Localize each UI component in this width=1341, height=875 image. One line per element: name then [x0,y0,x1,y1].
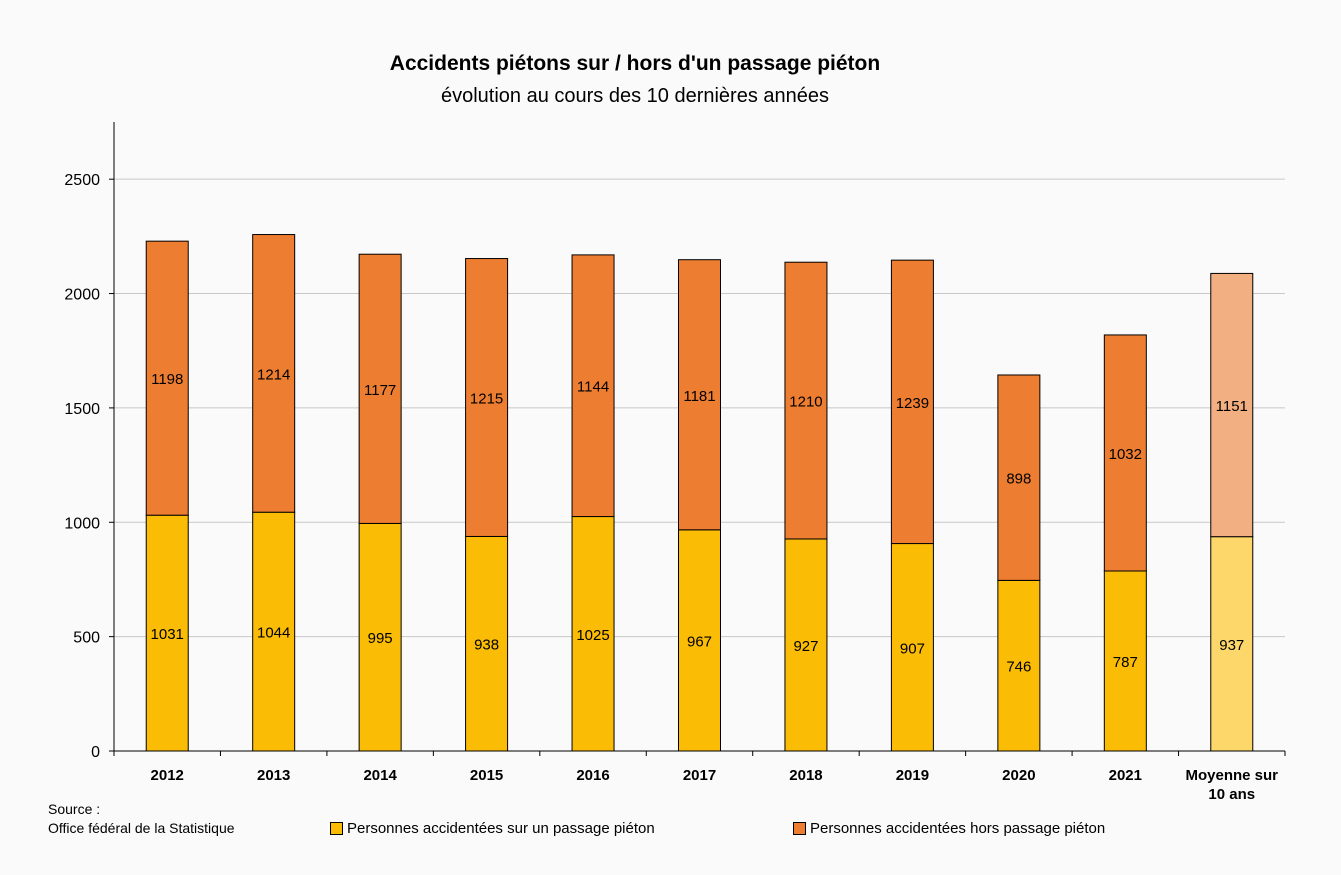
data-label-off-crossing-9: 1032 [1109,446,1142,463]
y-tick-label-1000: 1000 [64,515,100,532]
bar-on-crossing-9 [1103,570,1147,752]
x-tick-label-8: 2020 [1002,767,1035,784]
data-label-off-crossing-7: 1239 [896,395,929,412]
bar-off-crossing-0 [145,240,189,516]
data-label-off-crossing-3: 1215 [470,391,503,408]
source-note: Source : Office fédéral de la Statistiqu… [48,800,235,838]
legend-item-on-crossing: Personnes accidentées sur un passage pié… [330,820,655,837]
x-tick-label-1: 2013 [257,767,290,784]
bar-off-crossing-2 [358,253,402,524]
data-label-off-crossing-10: 1151 [1216,398,1248,415]
bar-on-crossing-4 [571,516,615,752]
data-label-off-crossing-6: 1210 [789,394,822,411]
bar-on-crossing-7 [890,543,934,752]
bar-off-crossing-4 [571,254,615,518]
bar-on-crossing-5 [678,529,721,752]
x-tick-label-5: 2017 [683,767,716,784]
bar-off-crossing-6 [784,261,828,540]
y-tick-label-0: 0 [91,744,100,761]
bar-off-crossing-1 [252,234,296,513]
source-name: Office fédéral de la Statistique [48,820,235,836]
y-tick-label-500: 500 [73,630,100,647]
x-tick-label-3: 2015 [470,767,503,784]
x-tick-label-6: 2018 [789,767,822,784]
legend-label-off-crossing: Personnes accidentées hors passage piéto… [810,820,1106,837]
x-tick-label-4: 2016 [576,767,609,784]
data-label-on-crossing-9: 787 [1113,654,1138,671]
data-label-off-crossing-0: 1198 [151,371,183,388]
data-label-on-crossing-10: 937 [1219,637,1244,654]
bar-off-crossing-8 [997,374,1041,581]
legend-swatch-off-crossing [793,822,806,835]
data-label-on-crossing-1: 1044 [257,625,290,642]
x-tick-label-10-line-0: Moyenne sur [1186,767,1279,784]
data-label-on-crossing-7: 907 [900,640,925,657]
data-label-off-crossing-8: 898 [1006,471,1031,488]
bar-on-crossing-0 [145,514,189,752]
bar-off-crossing-9 [1103,334,1147,572]
chart-title: Accidents piétons sur / hors d'un passag… [389,52,881,75]
bar-on-crossing-3 [465,535,509,752]
y-tick-label-2000: 2000 [64,287,100,304]
y-tick-label-1500: 1500 [64,401,100,418]
chart-subtitle: évolution au cours des 10 dernières anné… [440,85,830,107]
data-label-off-crossing-2: 1177 [364,382,396,399]
bar-on-crossing-8 [997,579,1041,752]
data-label-off-crossing-1: 1214 [257,366,290,383]
data-label-off-crossing-4: 1144 [577,379,609,396]
x-tick-label-7: 2019 [896,767,929,784]
legend-label-on-crossing: Personnes accidentées sur un passage pié… [347,820,655,837]
bar-on-crossing-10 [1210,536,1254,752]
data-label-on-crossing-3: 938 [474,637,499,654]
bar-on-crossing-2 [358,522,402,752]
data-label-on-crossing-8: 746 [1006,659,1031,676]
bar-off-crossing-7 [890,259,934,545]
data-label-on-crossing-5: 967 [687,633,712,650]
bar-off-crossing-10 [1210,272,1254,538]
data-label-on-crossing-0: 1031 [151,626,184,643]
x-tick-label-10-line-1: 10 ans [1208,786,1255,803]
x-tick-label-0: 2012 [151,767,184,784]
data-label-on-crossing-6: 927 [793,638,818,655]
legend-item-off-crossing: Personnes accidentées hors passage piéto… [793,820,1105,837]
source-label: Source : [48,801,101,817]
data-label-off-crossing-5: 1181 [683,388,715,405]
x-tick-label-9: 2021 [1109,767,1142,784]
bar-off-crossing-5 [678,259,721,531]
data-label-on-crossing-4: 1025 [576,627,609,644]
y-tick-label-2500: 2500 [64,172,100,189]
legend-swatch-on-crossing [330,822,343,835]
data-label-on-crossing-2: 995 [368,630,393,647]
x-tick-label-2: 2014 [363,767,397,784]
bar-off-crossing-3 [465,258,509,537]
